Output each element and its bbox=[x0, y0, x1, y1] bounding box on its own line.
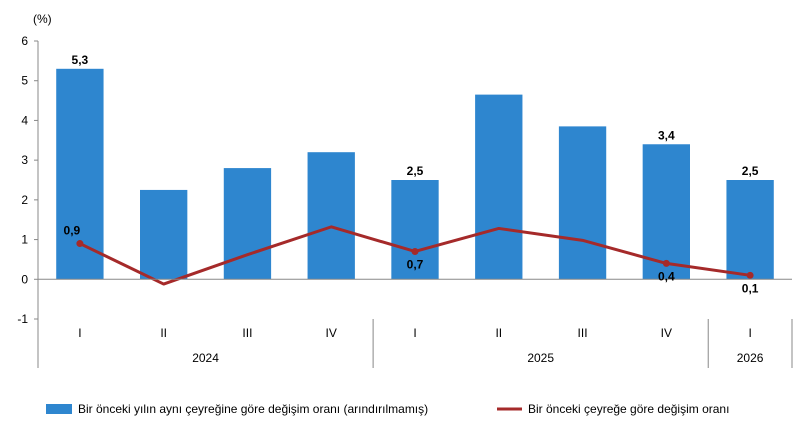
x-tick-label: IV bbox=[661, 326, 672, 340]
bar-data-label: 2,5 bbox=[407, 164, 424, 178]
legend-line-label: Bir önceki çeyreğe göre değişim oranı bbox=[528, 402, 729, 416]
x-tick-label: II bbox=[495, 326, 502, 340]
bar bbox=[139, 189, 188, 280]
bar-data-label: 3,4 bbox=[658, 128, 675, 142]
y-tick-label: 2 bbox=[21, 193, 28, 207]
data-labels: 5,3 2,5 3,4 2,5 0,9 0,7 0,4 0,1 bbox=[64, 53, 759, 296]
y-tick-label: -1 bbox=[17, 312, 28, 326]
bar bbox=[56, 68, 104, 280]
bar bbox=[558, 126, 607, 280]
y-tick-label: 0 bbox=[21, 272, 28, 286]
y-tick-label: 3 bbox=[21, 153, 28, 167]
bar-data-label: 5,3 bbox=[72, 53, 89, 67]
bar-series bbox=[56, 68, 774, 280]
y-tick-label: 1 bbox=[21, 233, 28, 247]
bar-data-label: 2,5 bbox=[742, 164, 759, 178]
y-tick-label: 5 bbox=[21, 74, 28, 88]
x-tick-label: I bbox=[78, 326, 81, 340]
x-tick-label: II bbox=[160, 326, 167, 340]
line-point bbox=[411, 247, 419, 255]
bar bbox=[223, 168, 272, 280]
line-point bbox=[746, 271, 754, 279]
bar bbox=[391, 180, 439, 280]
line-data-label: 0,9 bbox=[64, 224, 81, 238]
legend-bar-label: Bir önceki yılın aynı çeyreğine göre değ… bbox=[78, 402, 428, 416]
x-group-label: 2025 bbox=[527, 351, 554, 365]
x-group-label: 2024 bbox=[192, 351, 219, 365]
x-tick-label: III bbox=[242, 326, 252, 340]
x-tick-label: IV bbox=[326, 326, 337, 340]
bar bbox=[726, 180, 774, 280]
line-series bbox=[76, 225, 754, 286]
y-tick-label: 4 bbox=[21, 113, 28, 127]
line-data-label: 0,7 bbox=[407, 257, 424, 271]
bar bbox=[642, 144, 691, 280]
x-tick-label: I bbox=[413, 326, 416, 340]
bar bbox=[475, 94, 523, 280]
x-group-label: 2026 bbox=[737, 351, 764, 365]
line-point bbox=[76, 240, 84, 248]
legend-bar-swatch bbox=[46, 404, 72, 414]
y-axis: -1 0 1 2 3 4 5 6 bbox=[17, 34, 39, 326]
x-tick-label: III bbox=[578, 326, 588, 340]
legend: Bir önceki yılın aynı çeyreğine göre değ… bbox=[46, 402, 729, 416]
x-tick-label: I bbox=[748, 326, 751, 340]
y-tick-label: 6 bbox=[21, 34, 28, 48]
y-unit-label: (%) bbox=[33, 12, 52, 26]
line-data-label: 0,4 bbox=[658, 269, 675, 283]
line-point bbox=[662, 259, 670, 267]
bar bbox=[307, 152, 355, 280]
line-data-label: 0,1 bbox=[742, 281, 759, 295]
